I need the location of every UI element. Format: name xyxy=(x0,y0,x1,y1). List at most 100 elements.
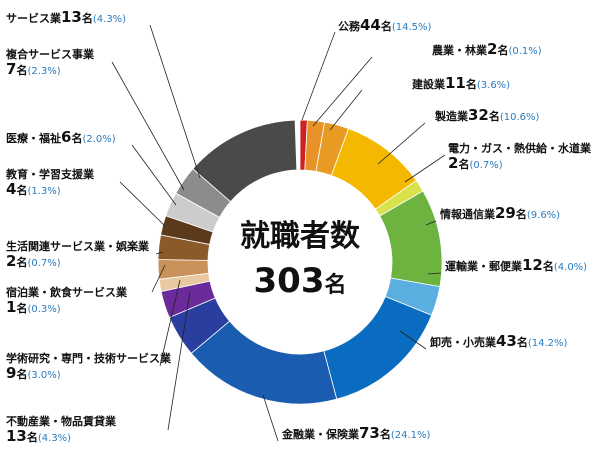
slice-label-pct: (0.7%) xyxy=(27,258,60,269)
slice-label-count: 12 xyxy=(522,256,543,274)
slice-label-unit: 名 xyxy=(466,77,477,91)
slice-label-pct: (3.6%) xyxy=(477,80,510,91)
slice-label-name: 運輸業・郵便業 xyxy=(445,259,523,273)
slice-label-count: 73 xyxy=(359,424,380,442)
slice-label-pct: (0.3%) xyxy=(27,304,60,315)
slice-label-count: 11 xyxy=(445,74,466,92)
slice-label-name: 製造業 xyxy=(434,109,469,123)
slice-label-unit: 名 xyxy=(71,131,82,145)
slice-label-15: 複合サービス事業 7名(2.3%) xyxy=(5,47,95,78)
slice-label-4: 電力・ガス・熱供給・水道業 2名(0.7%) xyxy=(448,141,592,172)
leader-line-0 xyxy=(301,31,336,121)
leader-line-2 xyxy=(329,89,363,131)
slice-7 xyxy=(323,295,433,400)
slice-label-unit: 名 xyxy=(381,19,392,33)
slice-label-pct: (2.0%) xyxy=(82,134,115,145)
slice-label-name: 建設業 xyxy=(412,77,446,91)
slice-label-count: 13 xyxy=(6,427,27,445)
leader-line-16 xyxy=(149,24,201,179)
slice-label-pct: (0.7%) xyxy=(469,160,502,171)
slice-label-pct: (0.1%) xyxy=(508,46,541,57)
leader-line-8 xyxy=(262,394,279,442)
slice-label-name: 不動産業・物品賃貸業 xyxy=(6,414,117,428)
leader-line-1 xyxy=(312,56,373,127)
slice-label-count: 1 xyxy=(6,298,16,316)
slice-label-16: サービス業13名(4.3%) xyxy=(6,8,126,26)
leader-lines xyxy=(111,24,446,442)
leader-line-14 xyxy=(131,144,177,206)
slice-label-pct: (2.3%) xyxy=(27,66,60,77)
slice-label-pct: (1.3%) xyxy=(27,186,60,197)
slice-label-unit: 名 xyxy=(16,255,27,269)
slice-label-unit: 名 xyxy=(458,157,469,171)
slice-label-unit: 名 xyxy=(27,430,38,444)
slice-label-unit: 名 xyxy=(82,11,93,25)
slice-label-name: 卸売・小売業 xyxy=(430,335,497,349)
slice-label-name: 情報通信業 xyxy=(440,207,496,221)
slice-label-9: 不動産業・物品賃貸業 13名(4.3%) xyxy=(6,414,117,445)
leader-line-10 xyxy=(159,279,181,367)
slice-label-3: 製造業32名(10.6%) xyxy=(434,106,540,124)
slice-label-pct: (24.1%) xyxy=(391,430,431,441)
slice-label-unit: 名 xyxy=(517,335,528,349)
slice-labels: 公務44名(14.5%)農業・林業2名(0.1%)建設業11名(3.6%)製造業… xyxy=(5,8,592,445)
slice-label-unit: 名 xyxy=(16,301,27,315)
slice-label-pct: (9.6%) xyxy=(527,210,560,221)
slice-label-14: 医療・福祉6名(2.0%) xyxy=(6,128,116,146)
center-label: 就職者数 303名 xyxy=(240,219,361,301)
slice-label-13: 教育・学習支援業 4名(1.3%) xyxy=(5,167,95,198)
slice-label-10: 学術研究・専門・技術サービス業 9名(3.0%) xyxy=(6,351,172,382)
slice-label-count: 43 xyxy=(496,332,517,350)
center-total-value: 303 xyxy=(254,261,325,301)
slice-label-count: 6 xyxy=(61,128,71,146)
center-total: 303名 xyxy=(254,261,347,301)
slice-label-unit: 名 xyxy=(489,109,500,123)
slice-label-pct: (10.6%) xyxy=(500,112,540,123)
slice-label-name: 医療・福祉 xyxy=(6,131,61,145)
slice-label-7: 卸売・小売業43名(14.2%) xyxy=(430,332,568,350)
slice-label-name: 金融業・保険業 xyxy=(281,427,360,441)
leader-line-13 xyxy=(119,181,166,227)
slice-label-unit: 名 xyxy=(543,259,554,273)
slice-label-count: 2 xyxy=(6,252,16,270)
slice-label-pct: (4.3%) xyxy=(38,433,71,444)
leader-line-4 xyxy=(404,154,446,183)
leader-line-7 xyxy=(399,330,427,350)
slice-label-name: 学術研究・専門・技術サービス業 xyxy=(6,351,172,365)
slice-label-name: 農業・林業 xyxy=(432,43,488,57)
slice-label-count: 7 xyxy=(6,60,16,78)
slice-label-unit: 名 xyxy=(16,63,27,77)
slice-label-2: 建設業11名(3.6%) xyxy=(412,74,510,92)
donut-slices xyxy=(157,119,443,405)
slice-label-8: 金融業・保険業73名(24.1%) xyxy=(281,424,431,442)
slice-label-name: サービス業 xyxy=(6,11,62,25)
slice-label-unit: 名 xyxy=(380,427,391,441)
leader-line-9 xyxy=(167,291,191,431)
slice-label-unit: 名 xyxy=(16,183,27,197)
slice-label-12: 生活関連サービス業・娯楽業 2名(0.7%) xyxy=(6,239,150,270)
leader-line-5 xyxy=(425,220,437,226)
leader-line-6 xyxy=(427,272,442,275)
leader-line-12 xyxy=(155,251,164,255)
center-title: 就職者数 xyxy=(240,219,361,254)
leader-line-11 xyxy=(151,264,166,293)
slice-label-count: 2 xyxy=(487,40,497,58)
slice-label-pct: (14.5%) xyxy=(392,22,432,33)
slice-label-0: 公務44名(14.5%) xyxy=(338,16,432,34)
slice-label-pct: (4.0%) xyxy=(554,262,587,273)
slice-label-count: 29 xyxy=(495,204,516,222)
slice-17 xyxy=(192,119,298,203)
slice-label-pct: (4.3%) xyxy=(93,14,126,25)
slice-label-count: 2 xyxy=(448,154,458,172)
leader-line-15 xyxy=(111,61,185,191)
slice-label-name: 公務 xyxy=(338,19,361,33)
slice-label-name: 複合サービス事業 xyxy=(5,47,95,61)
slice-label-unit: 名 xyxy=(516,207,527,221)
slice-label-unit: 名 xyxy=(497,43,508,57)
slice-label-unit: 名 xyxy=(16,367,27,381)
slice-label-name: 電力・ガス・熱供給・水道業 xyxy=(448,141,592,155)
slice-label-count: 4 xyxy=(6,180,16,198)
slice-label-count: 32 xyxy=(468,106,489,124)
leader-line-3 xyxy=(377,122,426,165)
